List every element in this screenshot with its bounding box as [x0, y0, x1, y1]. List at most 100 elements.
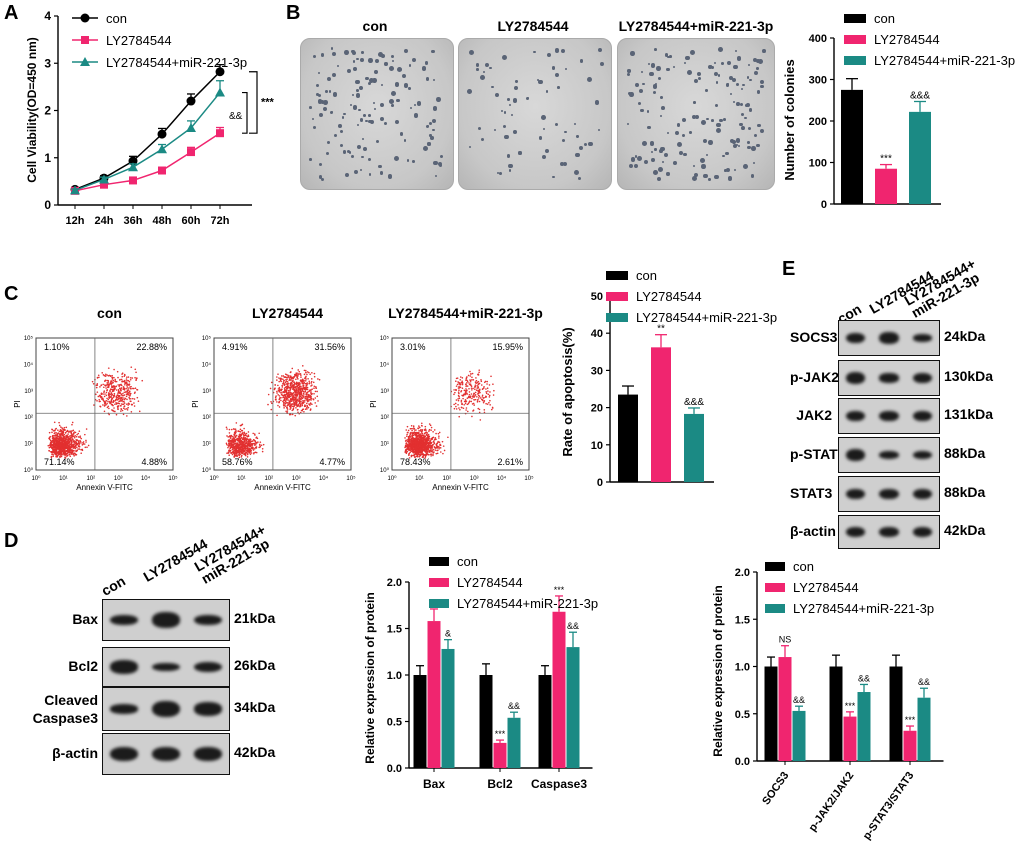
flow-event	[410, 438, 413, 440]
flow-event	[97, 374, 100, 377]
flow-event	[239, 443, 241, 445]
bar	[903, 730, 917, 761]
flow-event	[243, 427, 245, 430]
flow-event	[418, 455, 421, 458]
flow-event	[233, 428, 236, 430]
colony-dot	[352, 104, 358, 110]
flow-event	[306, 371, 309, 373]
legend-swatch	[844, 35, 866, 44]
flow-event	[285, 407, 288, 409]
flow-event	[413, 444, 415, 447]
x-tick-label: 10²	[442, 476, 451, 482]
flow-event	[120, 383, 122, 386]
flow-event	[79, 435, 82, 437]
flow-event	[313, 372, 316, 375]
flow-event	[65, 441, 68, 443]
flow-event	[308, 396, 311, 398]
flow-event	[417, 438, 420, 441]
flow-event	[110, 383, 113, 385]
flow-event	[426, 434, 429, 437]
flow-y-title: PI	[191, 400, 200, 408]
flow-event	[470, 385, 473, 387]
flow-event	[110, 396, 112, 399]
colony-dot	[403, 48, 408, 53]
quadrant-ur: 15.95%	[492, 342, 523, 352]
flow-event	[471, 415, 473, 418]
flow-event	[442, 445, 445, 447]
y-tick-label: 4	[44, 9, 51, 23]
flow-event	[242, 433, 244, 435]
blot-band	[152, 662, 180, 672]
flow-event	[295, 374, 298, 377]
flow-event	[465, 392, 468, 395]
colony-dot	[394, 120, 400, 125]
legend-swatch	[844, 14, 866, 23]
flow-event	[297, 389, 299, 392]
flow-event	[306, 382, 308, 385]
flow-event	[249, 438, 251, 440]
flow-event	[471, 376, 473, 379]
flow-event	[130, 385, 132, 388]
flow-event	[314, 390, 317, 393]
flow-event	[279, 389, 281, 391]
colony-dot	[437, 162, 442, 167]
flow-event	[420, 436, 422, 438]
legend-swatch	[765, 604, 785, 613]
flow-event	[81, 444, 84, 446]
flow-event	[240, 446, 242, 448]
flow-event	[122, 392, 124, 395]
colony-dot	[637, 102, 641, 106]
colony-dot	[629, 92, 634, 97]
flow-event	[128, 396, 130, 399]
flow-event	[231, 438, 234, 441]
flow-event	[473, 399, 476, 401]
flow-event	[431, 449, 434, 451]
flow-event	[290, 400, 293, 403]
flow-event	[58, 424, 61, 427]
colony-dot	[755, 58, 760, 63]
colony-dot	[725, 151, 729, 156]
data-point	[187, 148, 195, 157]
x-tick-label: 10³	[114, 476, 123, 482]
flow-event	[287, 402, 290, 404]
flow-event	[101, 372, 104, 374]
colony-dot	[380, 83, 383, 86]
flow-event	[117, 408, 119, 411]
blot-band	[879, 450, 899, 460]
colony-dot	[729, 92, 733, 96]
y-tick-label: 1.5	[735, 614, 750, 626]
colony-dot	[563, 130, 567, 134]
colony-dot	[565, 68, 568, 71]
quadrant-lr: 2.61%	[497, 457, 523, 467]
data-point	[157, 129, 167, 139]
flow-event	[58, 432, 60, 435]
blot-kda-label: 42kDa	[234, 744, 276, 760]
flow-event	[422, 454, 425, 457]
flow-event	[470, 400, 473, 403]
x-tick-label: 10⁴	[319, 475, 329, 482]
flow-event	[411, 427, 413, 430]
flow-event	[290, 395, 292, 398]
flow-event	[51, 437, 54, 440]
flow-event	[280, 380, 283, 383]
colony-dot	[499, 172, 502, 175]
colony-dot	[312, 126, 316, 130]
flow-event	[287, 403, 290, 406]
flow-event	[68, 453, 70, 456]
colony-dot	[644, 160, 649, 165]
flow-event	[471, 397, 473, 400]
colony-dot	[341, 115, 345, 119]
flow-event	[486, 380, 488, 383]
flow-event	[428, 430, 430, 432]
flow-event	[76, 443, 78, 446]
colony-dot	[705, 89, 709, 92]
flow-event	[476, 393, 479, 395]
flow-event	[474, 384, 477, 386]
legend-label: con	[874, 11, 895, 26]
flow-event	[70, 433, 73, 435]
colony-dot	[635, 82, 640, 87]
x-tick-label: p-STAT3/STAT3	[861, 770, 917, 842]
flow-event	[315, 405, 318, 407]
flow-event	[130, 366, 133, 368]
flow-event	[410, 440, 413, 443]
